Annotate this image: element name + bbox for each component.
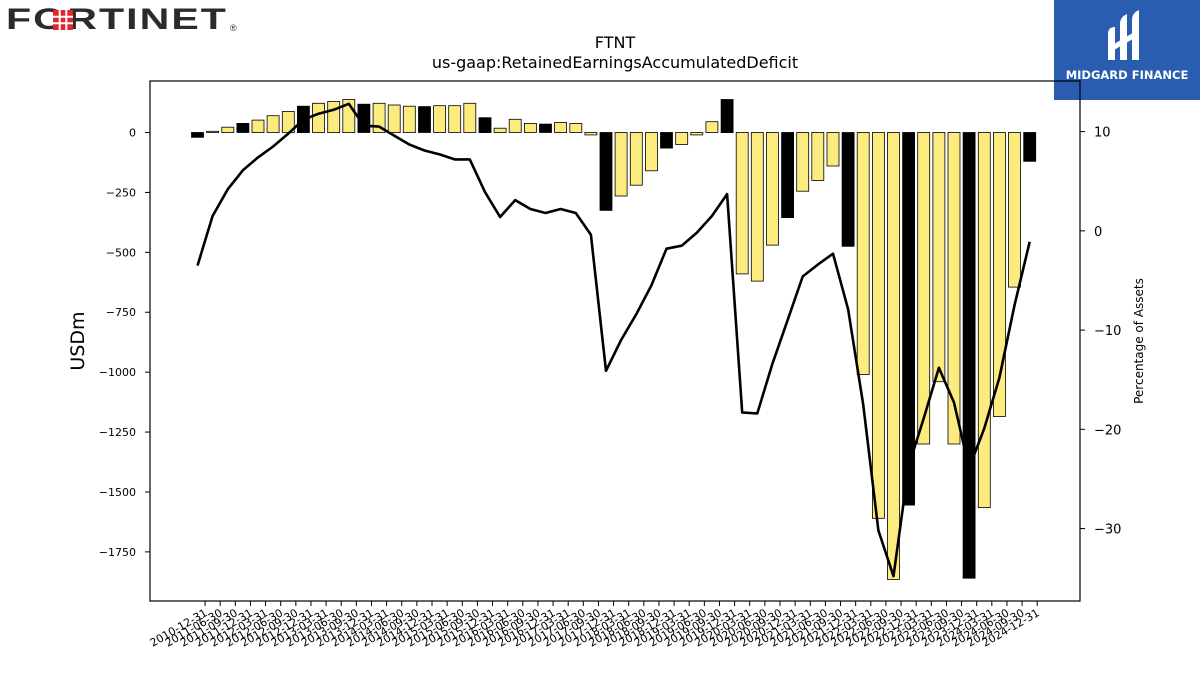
y-tick-label: −1250: [99, 426, 136, 439]
bar: [508, 118, 522, 133]
fortinet-mark-icon: [53, 10, 73, 30]
bar: [993, 132, 1006, 417]
bar: [932, 132, 946, 383]
bar: [251, 119, 265, 133]
bar: [524, 123, 537, 133]
plot-frame: [149, 80, 1081, 602]
bar: [206, 130, 220, 133]
bar: [675, 132, 689, 145]
bar: [418, 106, 431, 133]
y2-axis-label: Percentage of Assets: [1132, 278, 1146, 404]
bar: [947, 132, 961, 445]
percent-of-assets-line: [196, 102, 1031, 578]
y-tick-label: −1000: [99, 366, 136, 379]
bar: [387, 104, 401, 134]
bar: [493, 127, 507, 133]
bar: [796, 132, 810, 192]
bar: [327, 101, 341, 134]
bar: [629, 132, 643, 186]
svg-text:®: ®: [230, 23, 237, 33]
y2-tick-label: −20: [1094, 423, 1121, 438]
bar: [811, 132, 825, 181]
bar: [766, 132, 779, 246]
y-tick-label: −1750: [99, 546, 136, 559]
y-tick-label: −500: [106, 246, 136, 259]
bar: [312, 102, 325, 133]
bar: [478, 117, 492, 133]
bar: [856, 132, 870, 375]
bar: [645, 132, 658, 172]
bar: [735, 132, 749, 275]
bar: [781, 132, 794, 218]
fortinet-logo: FORTINET ®: [6, 4, 237, 36]
bar: [266, 115, 280, 133]
midgard-finance-logo: MIDGARD FINANCE: [1054, 0, 1200, 100]
y2-tick-label: 0: [1094, 225, 1102, 240]
bar: [1008, 132, 1021, 288]
bar: [584, 132, 598, 136]
bar: [705, 121, 719, 133]
svg-text:FORTINET: FORTINET: [6, 4, 228, 36]
y2-tick-label: 10: [1094, 126, 1111, 141]
y-tick-label: −750: [106, 306, 136, 319]
bar: [236, 123, 250, 133]
bar: [599, 132, 613, 211]
bar: [433, 105, 447, 133]
bar: [902, 132, 915, 506]
midgard-finance-label: MIDGARD FINANCE: [1065, 68, 1189, 82]
bar: [690, 132, 704, 136]
bar: [872, 132, 885, 519]
bar: [826, 132, 840, 167]
bar: [841, 132, 855, 247]
bar: [569, 123, 583, 133]
bar: [221, 126, 235, 133]
chart-title: FTNT: [595, 33, 636, 52]
bar: [614, 132, 628, 197]
bar: [977, 132, 991, 508]
bar: [660, 132, 673, 149]
bar: [962, 132, 976, 579]
y-tick-label: 0: [129, 127, 136, 140]
y-axis-label: USDm: [67, 311, 89, 370]
bar: [887, 132, 900, 580]
bar: [448, 105, 462, 133]
y2-tick-label: −30: [1094, 523, 1121, 538]
bar: [539, 123, 552, 133]
y2-tick-label: −10: [1094, 324, 1121, 339]
bar: [554, 122, 567, 134]
bar: [1023, 132, 1037, 162]
bar: [750, 132, 764, 282]
bar: [402, 105, 416, 133]
bar: [917, 132, 931, 445]
bar: [720, 99, 734, 133]
y-tick-label: −250: [106, 186, 136, 199]
bar: [191, 132, 204, 138]
bar: [463, 102, 477, 133]
y-tick-label: −1500: [99, 486, 136, 499]
chart-subtitle: us-gaap:RetainedEarningsAccumulatedDefic…: [432, 53, 798, 72]
midgard-mark-icon: [1108, 10, 1139, 60]
